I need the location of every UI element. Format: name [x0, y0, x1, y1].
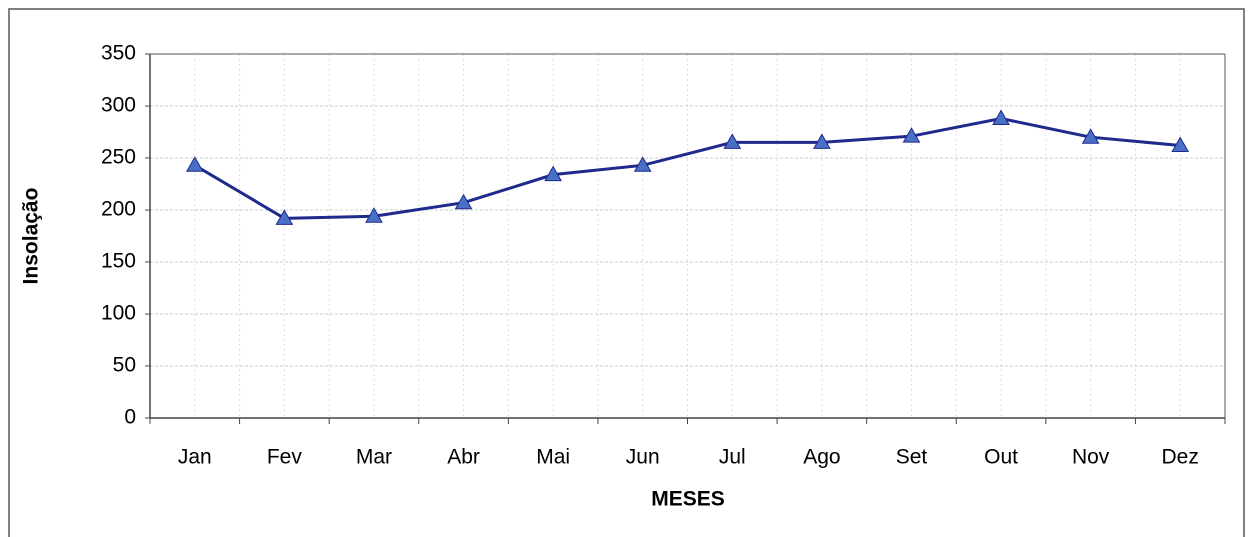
y-tick-label: 350	[101, 42, 136, 65]
x-axis-title: MESES	[651, 488, 725, 511]
data-marker	[723, 133, 742, 149]
data-marker	[275, 209, 294, 225]
x-tick-label: Jul	[719, 446, 746, 469]
x-tick-label: Fev	[267, 446, 303, 469]
data-marker	[992, 109, 1010, 125]
y-tick-label: 250	[101, 146, 136, 169]
data-marker	[1171, 136, 1190, 153]
data-marker	[365, 207, 383, 223]
data-marker	[633, 156, 652, 172]
data-marker	[1081, 128, 1100, 144]
data-marker	[813, 133, 831, 149]
data-marker	[185, 156, 204, 172]
x-tick-label: Dez	[1162, 446, 1199, 469]
x-tick-label: Out	[984, 446, 1018, 469]
x-tick-label: Jan	[178, 446, 212, 469]
y-tick-label: 150	[101, 250, 136, 273]
x-tick-label: Jun	[626, 446, 660, 469]
data-line	[194, 116, 1181, 220]
y-axis-title: Insolação	[20, 188, 43, 285]
chart-frame	[8, 8, 1245, 537]
x-tick-label: Ago	[803, 446, 840, 469]
x-tick-label: Mai	[536, 446, 570, 469]
data-marker	[902, 127, 921, 143]
x-tick-label: Set	[896, 446, 928, 469]
y-tick-label: 0	[124, 406, 136, 429]
x-tick-label: Mar	[356, 446, 392, 469]
y-tick-label: 200	[101, 198, 136, 221]
data-marker	[454, 193, 473, 210]
y-tick-label: 50	[113, 354, 136, 377]
data-marker	[544, 165, 562, 182]
x-tick-label: Abr	[447, 446, 480, 469]
x-tick-label: Nov	[1072, 446, 1110, 469]
y-tick-label: 300	[101, 94, 136, 117]
y-tick-label: 100	[101, 302, 136, 325]
